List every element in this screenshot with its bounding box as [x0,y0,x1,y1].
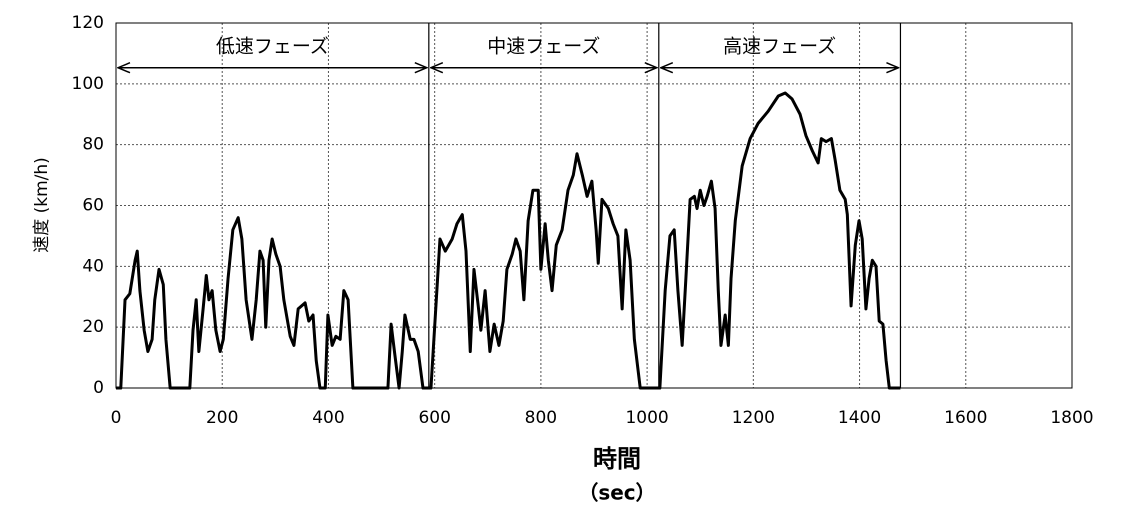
x-axis-label: 時間 [593,445,641,473]
x-tick-label: 1400 [838,408,881,428]
phase-label: 中速フェーズ [487,36,600,58]
phase-label: 高速フェーズ [723,36,836,58]
y-tick-label: 20 [82,317,104,337]
y-tick-label: 100 [72,74,104,94]
phase-label: 低速フェーズ [216,36,329,58]
x-tick-label: 1000 [625,408,668,428]
x-tick-label: 1800 [1050,408,1093,428]
x-tick-label: 800 [525,408,557,428]
x-tick-label: 1200 [732,408,775,428]
y-tick-label: 0 [93,378,104,398]
x-tick-label: 1600 [944,408,987,428]
x-tick-label: 200 [206,408,238,428]
x-tick-label: 0 [111,408,122,428]
x-tick-label: 600 [418,408,450,428]
plot-border [115,22,1073,389]
y-tick-label: 60 [82,196,104,216]
speed-line [116,91,901,390]
y-tick-label: 40 [82,256,104,276]
y-tick-label: 120 [72,13,104,33]
x-axis-unit: （sec） [578,481,655,505]
y-tick-label: 80 [82,135,104,155]
x-tick-label: 400 [312,408,344,428]
y-axis-label: 速度 (km/h) [32,157,52,253]
